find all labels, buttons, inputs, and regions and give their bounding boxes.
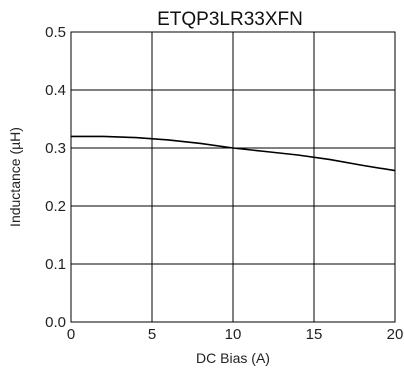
data-point: [200, 142, 202, 144]
data-point: [135, 137, 137, 139]
data-point: [264, 150, 266, 153]
data-point: [102, 135, 104, 137]
plot-frame: [70, 31, 396, 323]
data-point: [70, 135, 72, 137]
data-point: [297, 154, 299, 156]
y-axis-label: Inductance (µH): [7, 127, 23, 227]
y-tick-label: 0.5: [45, 24, 66, 41]
grid: [71, 32, 395, 322]
x-tick-label: 15: [306, 326, 323, 343]
y-tick-label: 0.2: [45, 198, 66, 215]
y-tick-label: 0.0: [45, 314, 66, 331]
data-point: [394, 170, 396, 172]
series-layer: [70, 135, 396, 172]
x-tick-label: 20: [387, 326, 404, 343]
y-tick-label: 0.3: [45, 140, 66, 157]
x-tick-labels: 0 5 10 15 20: [67, 326, 404, 343]
chart-title: ETQP3LR33XFN: [157, 9, 303, 30]
x-tick-label: 10: [225, 326, 242, 343]
y-tick-label: 0.4: [45, 82, 66, 99]
y-tick-labels: 0.0 0.1 0.2 0.3 0.4 0.5: [45, 24, 66, 331]
data-point: [329, 159, 331, 161]
x-axis-label: DC Bias (A): [196, 350, 270, 366]
data-point: [232, 147, 234, 149]
data-point: [167, 139, 169, 141]
x-tick-label: 5: [148, 326, 156, 343]
data-point: [362, 164, 364, 166]
y-tick-label: 0.1: [45, 256, 66, 273]
x-tick-label: 0: [67, 326, 75, 343]
